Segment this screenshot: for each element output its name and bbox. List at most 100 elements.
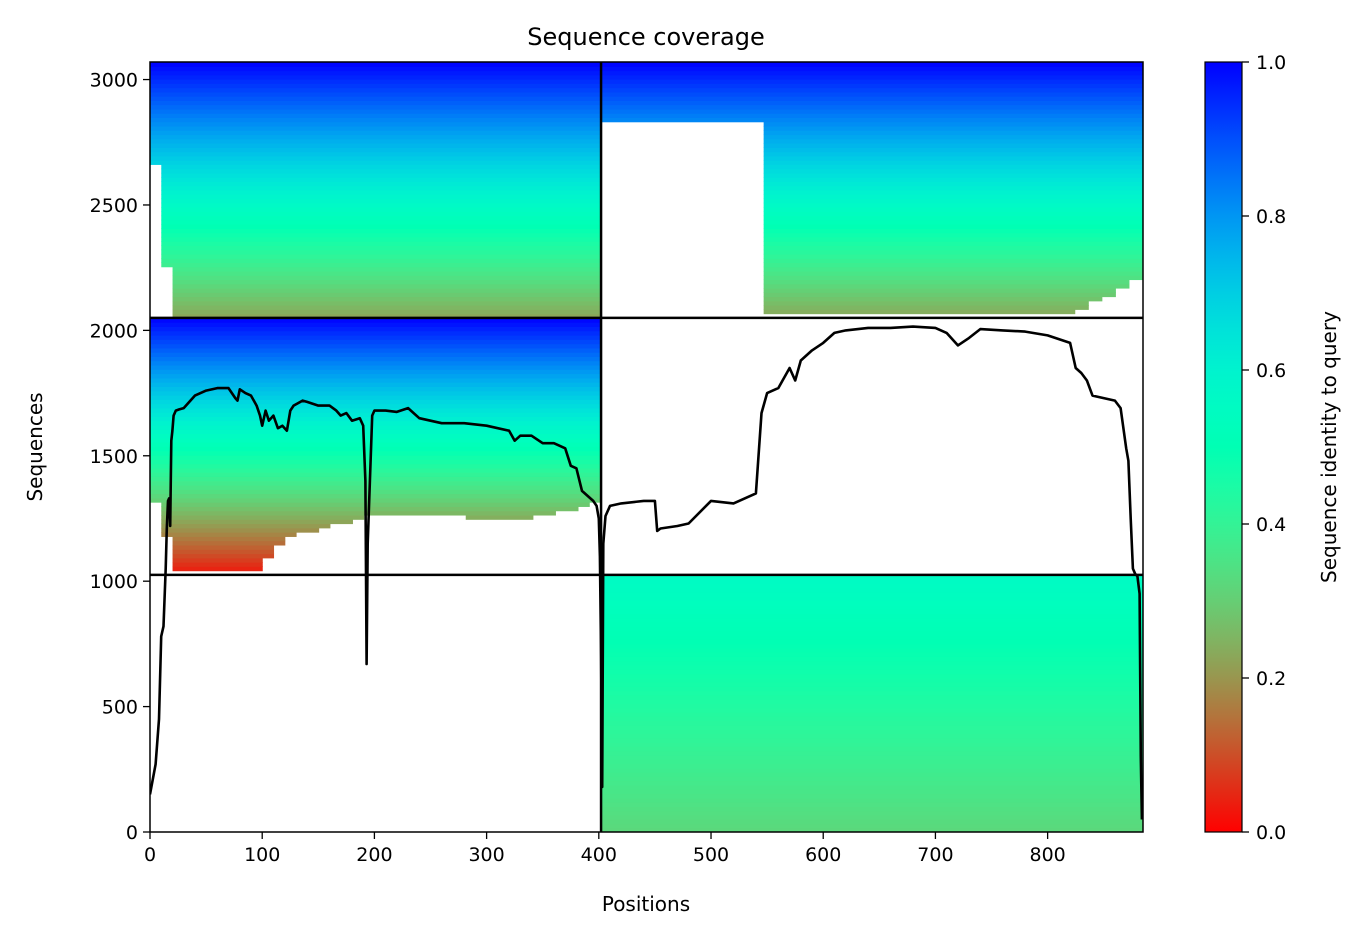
heatmap-band (601, 724, 1143, 730)
heatmap-band (161, 206, 602, 212)
heatmap-band (763, 279, 1130, 285)
heatmap-band (601, 113, 1143, 119)
heatmap-band (601, 83, 1143, 89)
heatmap-band (172, 292, 602, 298)
heatmap-band (601, 609, 1143, 615)
heatmap-band (150, 454, 602, 460)
heatmap-band (150, 364, 602, 370)
heatmap-band (763, 224, 1143, 229)
heatmap-band (150, 155, 602, 161)
heatmap-band (601, 62, 1143, 67)
heatmap-band (763, 309, 1076, 315)
heatmap-band (601, 660, 1143, 666)
heatmap-band (601, 87, 1143, 93)
heatmap-band (150, 386, 602, 392)
heatmap-band (150, 96, 602, 101)
heatmap-band (150, 446, 602, 452)
heatmap-band (172, 536, 286, 542)
heatmap-band (601, 737, 1143, 743)
heatmap-band (601, 827, 1143, 832)
heatmap-band (150, 334, 602, 340)
heatmap-band (172, 266, 602, 272)
heatmap-band (150, 416, 602, 422)
x-tick-label: 500 (693, 844, 729, 866)
heatmap-band (601, 630, 1143, 636)
y-tick-label: 3000 (90, 70, 138, 92)
heatmap-band (150, 117, 602, 123)
heatmap-band (763, 300, 1089, 306)
heatmap-band (763, 219, 1143, 225)
heatmap-band (601, 720, 1143, 726)
heatmap-band (601, 100, 1143, 106)
heatmap-band (601, 810, 1143, 816)
heatmap-band (150, 352, 602, 357)
heatmap-band (172, 275, 602, 281)
heatmap-band (150, 113, 602, 119)
heatmap-band (601, 639, 1143, 645)
heatmap-band (601, 780, 1143, 786)
heatmap-band (172, 557, 263, 563)
heatmap-band (150, 459, 602, 465)
heatmap-band (150, 382, 602, 387)
heatmap-band (601, 682, 1143, 687)
x-tick-label: 200 (356, 844, 392, 866)
heatmap-band (150, 79, 602, 84)
heatmap-band (763, 185, 1143, 191)
heatmap-band (763, 245, 1143, 251)
heatmap-band (150, 160, 602, 165)
heatmap-band (150, 70, 602, 76)
heatmap-band (601, 96, 1143, 101)
heatmap-band (601, 733, 1143, 739)
heatmap-band (172, 562, 263, 567)
heatmap-band (601, 767, 1143, 773)
heatmap-band (763, 215, 1143, 221)
colorbar-tick-label: 0.2 (1256, 668, 1286, 690)
heatmap-band (763, 125, 1143, 131)
heatmap-band (601, 596, 1143, 602)
heatmap-band (161, 181, 602, 187)
heatmap-band (763, 168, 1143, 174)
block-top-right (601, 62, 1143, 315)
heatmap-band (150, 442, 602, 447)
heatmap-band (601, 677, 1143, 683)
heatmap-band (601, 716, 1143, 722)
heatmap-band (763, 232, 1143, 238)
heatmap-band (763, 155, 1143, 161)
heatmap-band (150, 394, 602, 400)
heatmap-band (601, 686, 1143, 692)
heatmap-band (161, 177, 602, 182)
heatmap-band (150, 143, 602, 148)
heatmap-band (150, 104, 602, 110)
heatmap-band (601, 742, 1143, 747)
heatmap-band (150, 450, 602, 456)
heatmap-band (161, 219, 602, 225)
heatmap-band (150, 125, 602, 131)
heatmap-band (601, 802, 1143, 807)
heatmap-band (601, 759, 1143, 765)
heatmap-band (150, 476, 602, 482)
x-axis-ticks: 0 100 200 300 400 500 600 700 800 (144, 832, 1066, 866)
heatmap-band (161, 202, 602, 208)
chart-title: Sequence coverage (527, 23, 764, 51)
heatmap-band (150, 493, 602, 499)
heatmap-band (161, 211, 602, 217)
heatmap-band (172, 544, 275, 550)
heatmap-band (150, 489, 602, 495)
heatmap-band (161, 532, 297, 537)
colorbar-tick-label: 0.0 (1256, 822, 1286, 844)
colorbar-ticks: 0.0 0.2 0.4 0.6 0.8 1.0 (1242, 52, 1286, 844)
heatmap-band (601, 712, 1143, 717)
heatmap-band (150, 83, 602, 89)
heatmap-band (601, 703, 1143, 709)
heatmap-band (601, 66, 1143, 72)
heatmap-band (763, 258, 1143, 264)
x-tick-label: 300 (468, 844, 504, 866)
heatmap-band (601, 108, 1143, 114)
heatmap-band (150, 412, 602, 417)
heatmap-band (150, 66, 602, 72)
heatmap-band (150, 330, 602, 336)
heatmap-band (172, 549, 275, 555)
heatmap-band (601, 699, 1143, 705)
x-tick-label: 400 (581, 844, 617, 866)
heatmap-band (161, 527, 320, 533)
